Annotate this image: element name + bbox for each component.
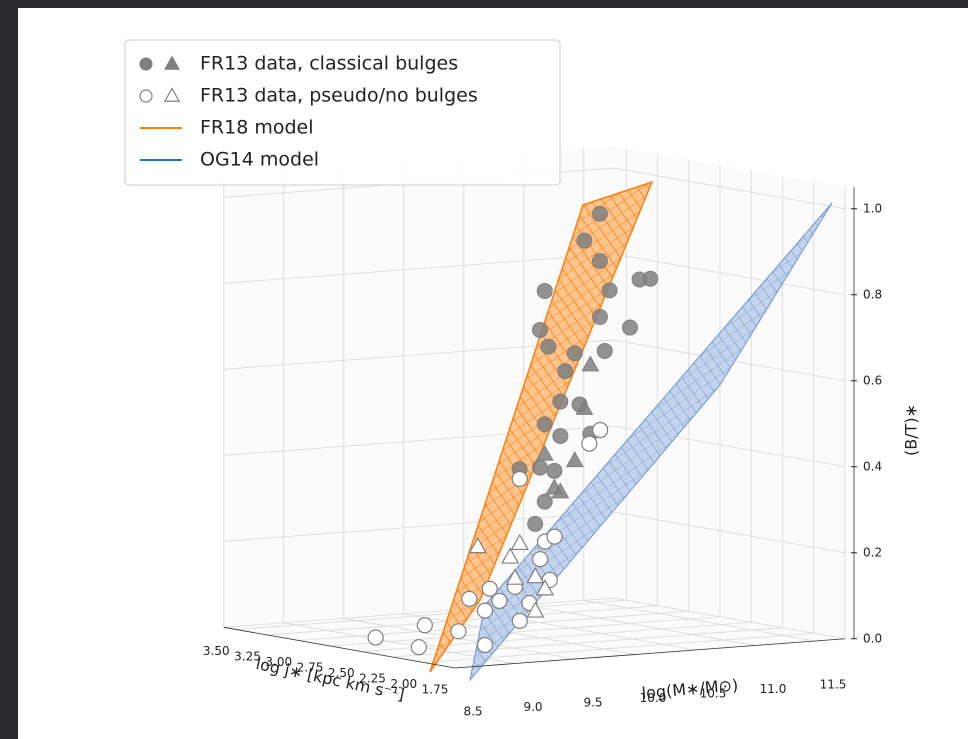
z-tick-label: 1.0 (863, 201, 882, 215)
x-tick-label: 9.0 (523, 700, 542, 714)
data-point (535, 444, 554, 461)
x-tick-label: 8.5 (463, 705, 482, 719)
data-point (576, 232, 593, 249)
data-point (535, 579, 555, 596)
og14-surface (469, 202, 833, 682)
data-point (510, 533, 529, 551)
legend: FR13 data, classical bulges FR13 data, ps… (124, 39, 561, 186)
data-point (416, 617, 433, 634)
grid-line (523, 604, 756, 646)
legend-label: OG14 model (200, 149, 319, 171)
legend-marker (164, 55, 180, 70)
grid-line (613, 167, 846, 210)
data-point (511, 612, 528, 630)
data-point (536, 282, 553, 299)
data-point (450, 623, 467, 640)
data-point (546, 462, 563, 479)
data-point (501, 547, 520, 564)
data-point (505, 568, 525, 585)
data-point (491, 592, 508, 610)
data-point (551, 482, 570, 499)
grid-line (613, 253, 846, 296)
x-tick-label: 9.5 (583, 696, 602, 710)
z-axis-label: (B/T)∗ (902, 404, 921, 456)
grid-line (583, 599, 816, 642)
y-tick-label: 2.00 (390, 677, 417, 691)
z-tick-label: 0.2 (863, 545, 882, 559)
legend-label: FR18 model (200, 117, 314, 139)
grid-line (329, 616, 721, 647)
data-point (591, 253, 608, 270)
data-point (410, 639, 427, 656)
data-point (531, 322, 548, 339)
data-point (532, 551, 549, 568)
y-tick-label: 2.25 (359, 672, 386, 686)
data-point (565, 451, 584, 468)
data-point (546, 528, 563, 545)
data-point (476, 636, 494, 654)
data-point (511, 470, 528, 488)
z-tick-label: 0.0 (863, 631, 882, 645)
grid-line (613, 511, 846, 554)
data-point (536, 493, 553, 510)
legend-marker (163, 87, 181, 102)
data-point (621, 319, 638, 336)
x-tick-label: 11.0 (760, 682, 787, 696)
data-point (601, 282, 618, 299)
y-tick-label: 3.00 (265, 655, 292, 669)
x-tick-label: 10.0 (640, 691, 667, 705)
legend-label: FR13 data, pseudo/no bulges (200, 85, 478, 107)
data-point (526, 567, 545, 584)
x-tick-label: 11.5 (820, 678, 847, 692)
pane-back-right (613, 146, 845, 639)
data-point (581, 355, 600, 372)
y-tick-label: 2.75 (297, 661, 324, 675)
x-axis-line (454, 638, 846, 669)
data-point (536, 416, 553, 433)
grid-line (223, 597, 614, 628)
data-point (540, 338, 557, 355)
data-point (526, 601, 545, 618)
data-point (527, 515, 544, 532)
data-point (461, 590, 478, 607)
data-point (591, 308, 608, 325)
legend-box (124, 39, 561, 186)
data-point (591, 205, 608, 222)
z-tick-label: 0.4 (863, 459, 882, 473)
y-tick-label: 1.75 (422, 683, 449, 697)
data-point (476, 602, 494, 619)
grid-line (403, 613, 636, 655)
legend-marker (139, 89, 153, 103)
points-layer (367, 205, 659, 656)
data-point (481, 580, 498, 597)
legend-label: FR13 data, classical bulges (200, 53, 458, 75)
data-point (642, 270, 659, 287)
y-tick-label: 3.50 (203, 644, 230, 658)
grid-line (223, 511, 614, 542)
z-tick-label: 0.6 (863, 373, 882, 387)
y-tick-label: 2.50 (328, 666, 355, 680)
grid-line (223, 253, 614, 284)
data-point (566, 345, 583, 362)
x-tick-label: 10.5 (700, 687, 727, 701)
data-point (552, 427, 569, 444)
data-point (468, 536, 487, 554)
data-point (531, 459, 548, 476)
data-point (581, 435, 598, 452)
legend-marker (139, 57, 153, 71)
grid-line (236, 599, 627, 630)
data-point (557, 363, 574, 380)
grid-line (613, 597, 846, 640)
grid-line (392, 627, 783, 658)
y-axis-line (223, 626, 456, 669)
z-tick-label: 0.8 (863, 287, 882, 301)
data-point (552, 393, 569, 410)
data-point (592, 421, 609, 439)
data-point (367, 629, 384, 646)
data-point (575, 398, 594, 415)
y-tick-label: 3.25 (234, 650, 261, 664)
data-point (596, 342, 613, 359)
